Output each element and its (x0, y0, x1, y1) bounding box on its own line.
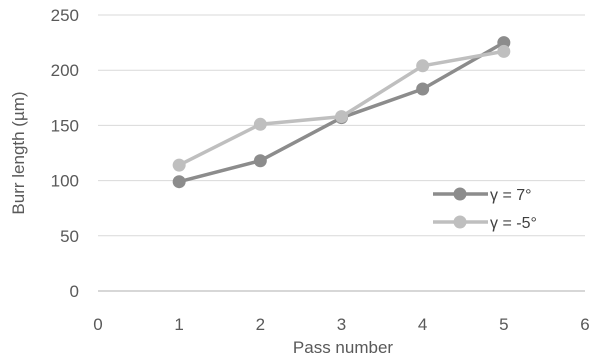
y-tick-label-0: 0 (70, 282, 79, 301)
x-tick-label-0: 0 (93, 315, 102, 334)
series-1-point-1 (172, 175, 186, 189)
legend-swatch-marker-2 (453, 215, 467, 229)
series-1-point-4 (416, 82, 430, 96)
x-tick-label-4: 4 (418, 315, 427, 334)
series-2-point-4 (416, 59, 430, 73)
y-tick-label-50: 50 (60, 227, 79, 246)
series-2-point-1 (172, 158, 186, 172)
legend-item-2: γ = -5° (433, 215, 537, 232)
x-tick-label-6: 6 (580, 315, 589, 334)
legend-item-1: γ = 7° (433, 187, 532, 204)
y-tick-label-150: 150 (51, 116, 79, 135)
x-tick-label-3: 3 (337, 315, 346, 334)
x-tick-label-1: 1 (174, 315, 183, 334)
y-tick-labels: 0 50 100 150 200 250 (51, 6, 79, 301)
series-2-point-5 (497, 44, 511, 58)
x-tick-label-2: 2 (256, 315, 265, 334)
series-layer (172, 36, 511, 189)
y-tick-label-250: 250 (51, 6, 79, 25)
x-tick-label-5: 5 (499, 315, 508, 334)
legend: γ = 7° γ = -5° (433, 187, 537, 232)
series-1-point-2 (253, 154, 267, 168)
y-tick-label-100: 100 (51, 172, 79, 191)
y-tick-label-200: 200 (51, 61, 79, 80)
series-2-point-3 (335, 110, 348, 124)
legend-label-2: γ = -5° (490, 215, 537, 232)
legend-label-1: γ = 7° (490, 187, 532, 204)
series-2 (172, 44, 511, 172)
series-2-point-2 (253, 117, 267, 131)
x-axis-title: Pass number (293, 338, 393, 357)
legend-swatch-marker-1 (453, 187, 467, 201)
y-axis-title: Burr length (µm) (9, 91, 28, 214)
x-tick-labels: 0 1 2 3 4 5 6 (93, 315, 589, 334)
